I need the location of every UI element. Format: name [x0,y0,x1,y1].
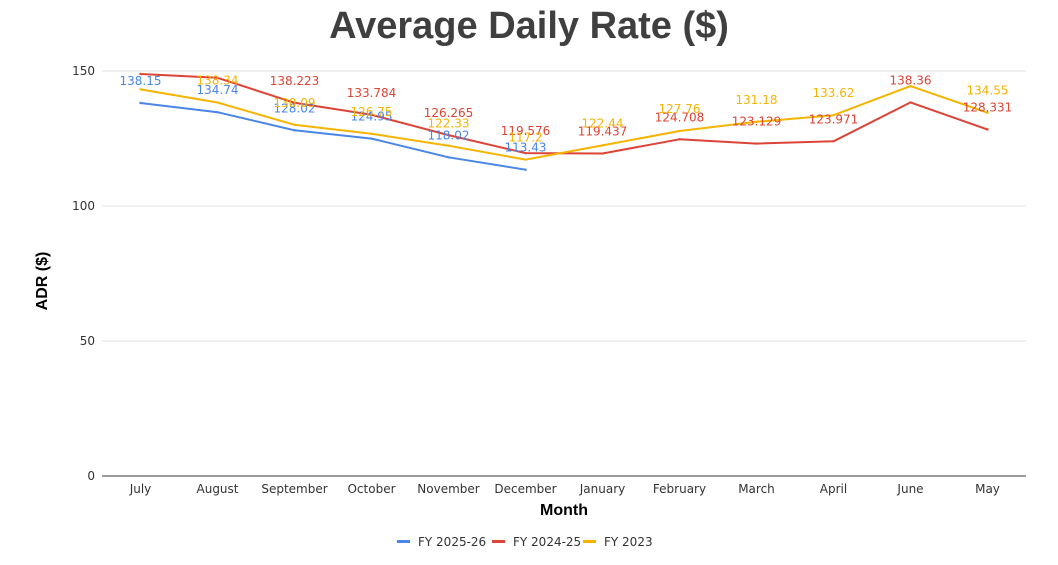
data-labels: 138.15 134.74 128.02 124.95 118.02 113.43 138.… [120,73,1013,154]
data-label: 126.75 [351,105,393,119]
data-label: 134.74 [197,83,239,97]
data-point [293,123,296,126]
y-axis-ticks: 0 50 100 150 [72,64,95,483]
data-label: 138.36 [890,73,932,87]
y-tick-label: 100 [72,199,95,213]
legend-swatch [492,540,505,543]
data-label: 127.76 [659,102,701,116]
data-label: 128.331 [963,101,1013,115]
data-point [524,168,527,171]
x-tick-label: July [129,482,152,496]
data-point [986,111,989,114]
x-tick-label: December [494,482,556,496]
legend-swatch [583,540,596,543]
data-point [139,88,142,91]
legend-label: FY 2024-25 [513,535,581,549]
data-point [601,144,604,147]
data-label: 113.43 [505,141,547,155]
x-tick-label: February [653,482,706,496]
data-label: 131.18 [736,93,778,107]
y-axis-title: ADR ($) [34,252,51,311]
data-label: 133.62 [813,86,855,100]
data-label: 119.437 [578,125,628,139]
data-point [216,76,219,79]
legend-swatch [397,540,410,543]
data-label: 138.15 [120,74,162,88]
data-point [524,158,527,161]
data-point [755,142,758,145]
data-point [601,152,604,155]
gridlines [102,70,1026,477]
data-point [524,151,527,155]
x-axis-title: Month [540,502,588,519]
data-point [909,101,912,104]
data-point [370,137,373,140]
series-line-2 [139,85,989,161]
data-point [139,72,142,76]
x-tick-label: November [417,482,479,496]
data-point [293,129,296,132]
data-point [678,129,681,133]
data-label: 122.33 [428,117,470,131]
data-point [986,128,989,131]
data-point [755,120,758,124]
data-point [447,156,450,159]
x-tick-label: September [261,482,327,496]
legend-label: FY 2023 [604,535,653,549]
y-tick-label: 0 [87,469,95,483]
data-label: 122.44 [582,116,624,130]
data-label: 133.784 [347,86,397,100]
data-label: 119.576 [501,124,551,138]
data-point [216,101,219,104]
x-tick-label: April [820,482,847,496]
data-point [370,113,373,116]
data-label: 128.02 [274,101,316,115]
data-point [909,84,912,88]
data-label: 123.129 [732,115,782,129]
data-point [447,133,450,137]
x-tick-label: June [896,482,923,496]
x-tick-label: January [579,482,626,496]
data-point [832,114,835,117]
data-point [678,138,681,141]
legend: FY 2025-26 FY 2024-25 FY 2023 [397,535,653,549]
data-point [139,101,142,105]
data-label: 126.265 [424,106,474,120]
legend-label: FY 2025-26 [418,535,486,549]
x-tick-label: August [197,482,239,496]
y-tick-label: 50 [80,334,95,348]
data-point [447,144,450,147]
x-tick-label: October [347,482,395,496]
data-label: 138.34 [197,73,239,87]
x-tick-label: March [738,482,775,496]
y-tick-label: 150 [72,64,95,78]
series-lines [139,72,989,171]
chart-title: Average Daily Rate ($) [329,5,729,47]
series-line-1 [139,73,989,155]
data-label: 124.708 [655,110,705,124]
data-point [832,140,835,143]
data-point [293,101,296,104]
data-label: 117.2 [508,131,542,145]
data-point [216,111,219,114]
x-axis-ticks: July August September October November Decemb… [129,482,1000,496]
data-label: 124.95 [351,110,393,124]
data-label: 134.55 [967,84,1009,98]
data-point [370,132,373,135]
series-line-0 [139,102,527,171]
data-label: 123.971 [809,112,859,126]
data-label: 130.09 [274,96,316,110]
data-label: 138.223 [270,74,320,88]
data-label: 118.02 [428,128,470,142]
x-tick-label: May [975,482,1000,496]
